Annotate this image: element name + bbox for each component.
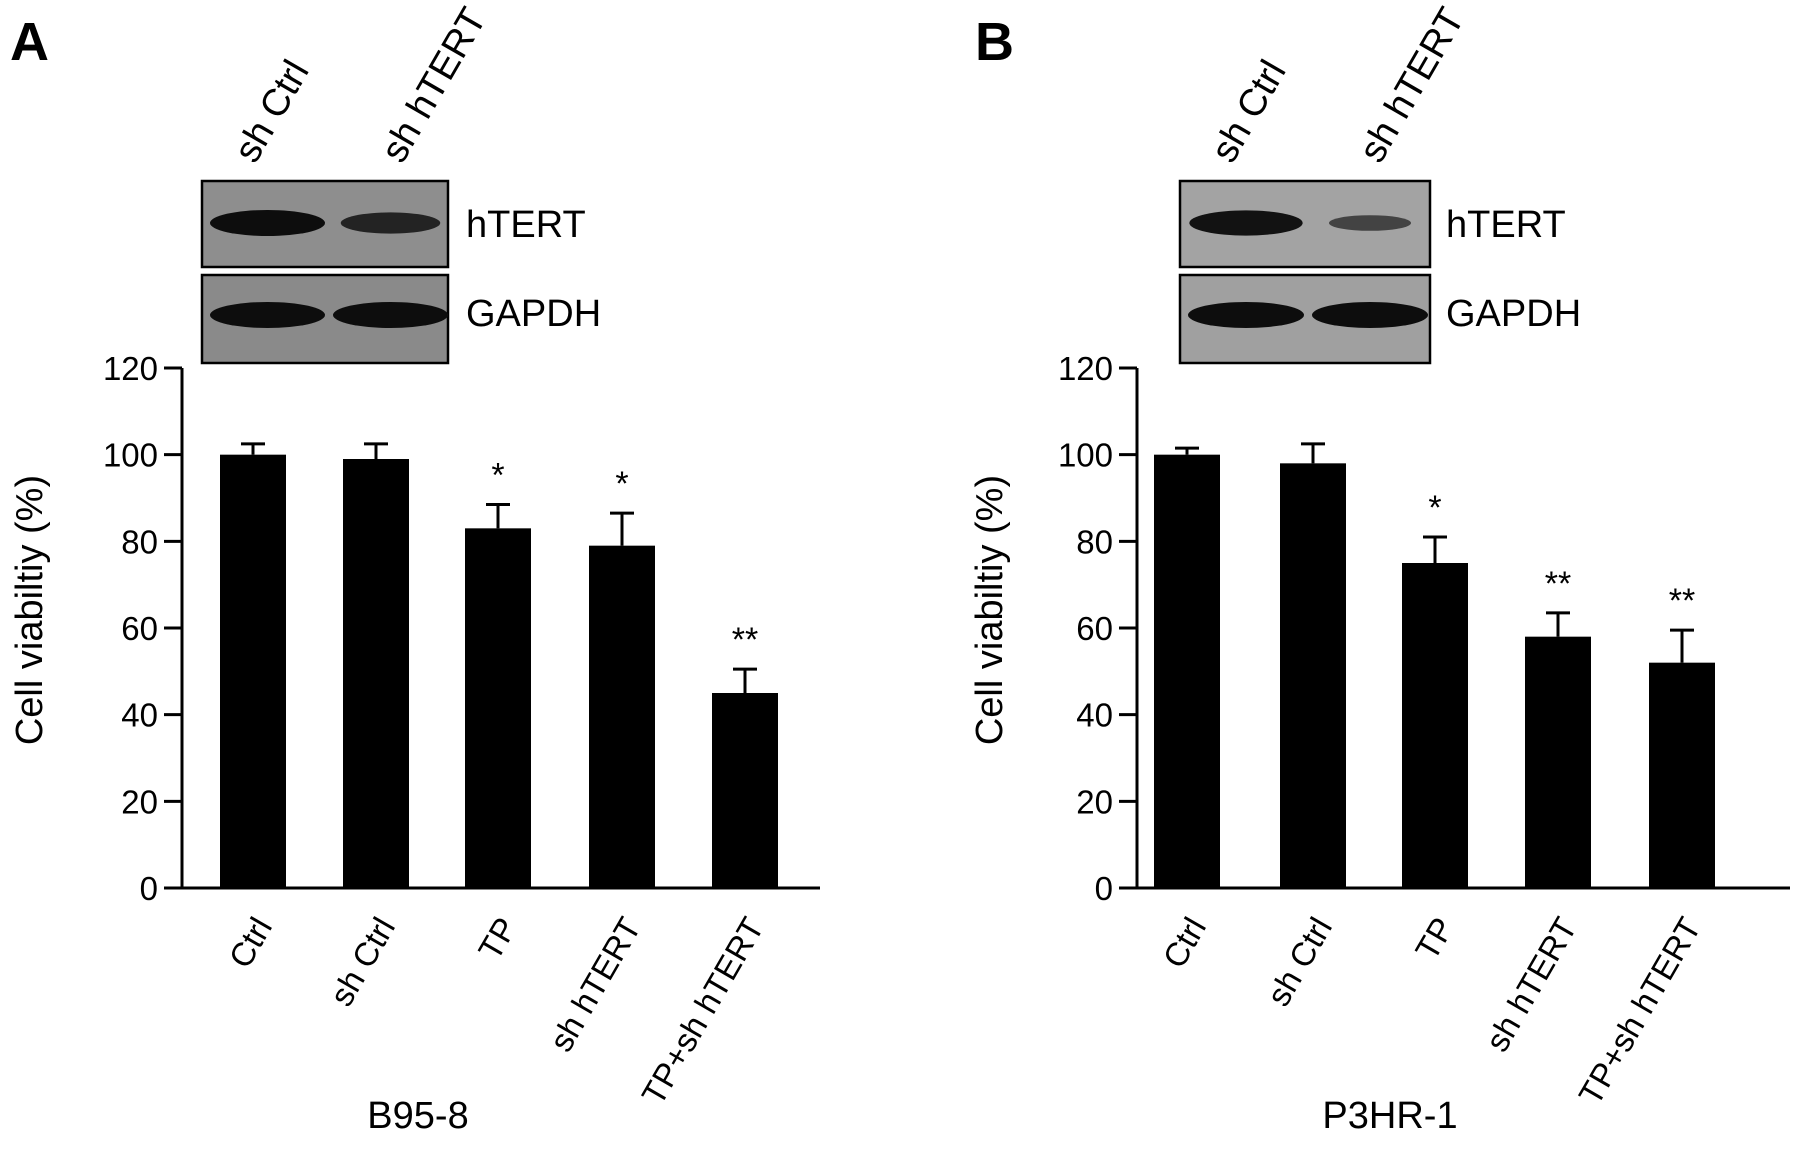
bar xyxy=(589,545,655,888)
x-tick-label: TP xyxy=(471,911,524,966)
y-tick-label: 20 xyxy=(121,783,158,820)
significance-marker: ** xyxy=(732,621,758,659)
significance-marker: * xyxy=(615,465,628,503)
panel-a: A B95-8 Cell viabiltiy (%) sh Ctrl sh hT… xyxy=(9,1,820,1137)
blot-band xyxy=(1328,215,1412,231)
bar xyxy=(1525,636,1591,888)
x-tick-label: TP xyxy=(1408,911,1461,966)
x-tick-label: sh hTERT xyxy=(1478,911,1584,1058)
y-tick-label: 40 xyxy=(121,697,158,734)
y-tick-label: 0 xyxy=(1095,870,1113,907)
y-tick-label: 120 xyxy=(103,350,158,387)
bar xyxy=(465,528,531,888)
y-tick-label: 120 xyxy=(1058,350,1113,387)
blot-protein-label: GAPDH xyxy=(1446,293,1581,335)
bar xyxy=(343,459,409,888)
panel-letter: B xyxy=(975,12,1014,72)
blot-band xyxy=(1188,302,1304,328)
blot-band xyxy=(340,212,441,234)
x-tick-label: Ctrl xyxy=(1155,911,1213,974)
blot-protein-label: hTERT xyxy=(466,204,586,246)
blot-lane-label: sh hTERT xyxy=(1351,1,1473,170)
bar-chart: 0 20 40 60 80 100 120 Ctrl sh Ctrl * TP ** sh hTERT *… xyxy=(1058,350,1790,1111)
x-tick-label: sh Ctrl xyxy=(322,911,402,1012)
significance-marker: ** xyxy=(1669,582,1695,620)
bar xyxy=(220,454,286,888)
blot-lane-label: sh hTERT xyxy=(373,1,495,170)
y-tick-label: 80 xyxy=(1076,523,1113,560)
blot-band xyxy=(210,210,325,236)
x-tick-label: Ctrl xyxy=(221,911,279,974)
bar xyxy=(1280,463,1346,888)
x-tick-label: TP+sh hTERT xyxy=(1571,911,1708,1111)
cell-line-label: P3HR-1 xyxy=(1322,1095,1457,1137)
blot-lane-label: sh Ctrl xyxy=(226,53,317,169)
blot-protein-label: GAPDH xyxy=(466,293,601,335)
blot-lane-label: sh Ctrl xyxy=(1203,53,1294,169)
bar xyxy=(1154,454,1220,888)
bar xyxy=(1649,662,1715,888)
y-tick-label: 60 xyxy=(1076,610,1113,647)
panel-b: B P3HR-1 Cell viabiltiy (%) sh Ctrl sh h… xyxy=(969,1,1790,1137)
blot-protein-label: hTERT xyxy=(1446,204,1566,246)
bar-chart: 0 20 40 60 80 100 120 Ctrl sh Ctrl * TP * sh hTERT **… xyxy=(103,350,820,1111)
blot-bands xyxy=(1188,210,1428,328)
western-blot: sh Ctrl sh hTERT hTERT GAPDH xyxy=(1178,1,1581,365)
blot-band xyxy=(333,302,448,328)
blot-band xyxy=(210,302,325,328)
y-tick-label: 100 xyxy=(1058,437,1113,474)
y-tick-label: 0 xyxy=(140,870,158,907)
blot-band xyxy=(1189,210,1303,236)
significance-marker: ** xyxy=(1545,565,1571,603)
blot-band xyxy=(1312,302,1428,328)
significance-marker: * xyxy=(1428,489,1441,527)
y-axis-label: Cell viabiltiy (%) xyxy=(9,475,51,745)
y-tick-label: 100 xyxy=(103,437,158,474)
y-tick-label: 40 xyxy=(1076,697,1113,734)
bar xyxy=(712,693,778,888)
x-tick-label: sh hTERT xyxy=(542,911,648,1058)
significance-marker: * xyxy=(491,457,504,495)
y-tick-label: 60 xyxy=(121,610,158,647)
panel-letter: A xyxy=(10,12,49,72)
y-tick-label: 80 xyxy=(121,523,158,560)
bar xyxy=(1402,563,1468,888)
y-tick-label: 20 xyxy=(1076,783,1113,820)
y-axis-label: Cell viabiltiy (%) xyxy=(969,475,1011,745)
x-tick-label: TP+sh hTERT xyxy=(634,911,771,1111)
cell-line-label: B95-8 xyxy=(367,1095,468,1137)
blot-bands xyxy=(210,210,448,328)
x-tick-label: sh Ctrl xyxy=(1259,911,1339,1012)
western-blot: sh Ctrl sh hTERT hTERT GAPDH xyxy=(200,1,601,365)
